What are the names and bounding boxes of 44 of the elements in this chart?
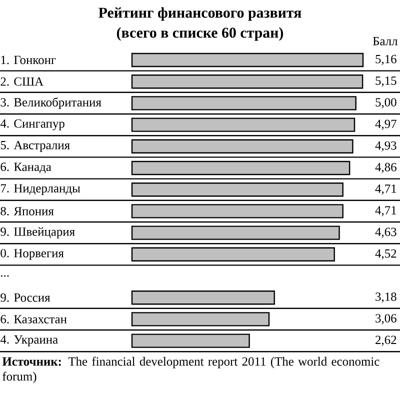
text: Источник: The financial development report 2011 (The world economic forum)	[2, 356, 380, 384]
data-label: 4,71	[375, 206, 396, 216]
data-label: 2,62	[376, 336, 396, 346]
y-tick-label: 9. Россия	[0, 293, 50, 302]
y-tick-label: 0. Норвегия	[0, 248, 64, 260]
bar	[131, 312, 270, 326]
bar	[131, 204, 344, 218]
y-tick-label: 3. Великобритания	[0, 97, 102, 109]
data-label: 4,52	[375, 249, 396, 260]
data-label: 4,86	[375, 162, 396, 174]
bar	[131, 247, 335, 262]
y-tick-label: 1. Гонконг	[1, 56, 56, 64]
bar	[131, 226, 340, 240]
bar	[131, 74, 364, 89]
data-label: 4,97	[375, 120, 396, 130]
data-label: 3,18	[376, 292, 396, 303]
y-tick-label: 8. Япония	[0, 206, 54, 216]
bar	[131, 96, 356, 110]
data-label: 3,06	[376, 314, 396, 324]
data-label: 4,93	[375, 141, 396, 152]
data-label: 5,00	[376, 98, 396, 108]
data-label: 5,16	[376, 54, 396, 66]
bar	[131, 160, 350, 176]
y-tick-label: 7. Нидерланды	[1, 184, 80, 196]
chart-subtitle: (всего в списке 60 стран)	[116, 27, 284, 41]
y-tick-label: 2. США	[0, 77, 44, 86]
y-tick-label: 5. Австралия	[0, 140, 70, 152]
y-tick-label: 4. Сингапур	[0, 119, 64, 130]
y-tick-label: 6. Казахстан	[0, 314, 67, 324]
bar	[131, 139, 354, 154]
data-label: 4,63	[375, 228, 396, 238]
bar	[131, 290, 275, 305]
y-tick-label: 9. Швейцария	[0, 227, 75, 238]
bar	[131, 52, 364, 68]
y-tick-label: 6. Канада	[0, 162, 52, 174]
y-tick-label: ...	[1, 275, 9, 277]
text: Балл	[372, 37, 398, 46]
bar	[131, 182, 344, 197]
y-tick-label: 4. Украина	[0, 335, 58, 346]
data-label: 5,15	[376, 76, 396, 87]
chart-title: Рейтинг финансового развитя	[98, 7, 302, 21]
data-label: 4,71	[375, 184, 396, 195]
bar	[131, 334, 250, 348]
bar	[131, 118, 356, 132]
